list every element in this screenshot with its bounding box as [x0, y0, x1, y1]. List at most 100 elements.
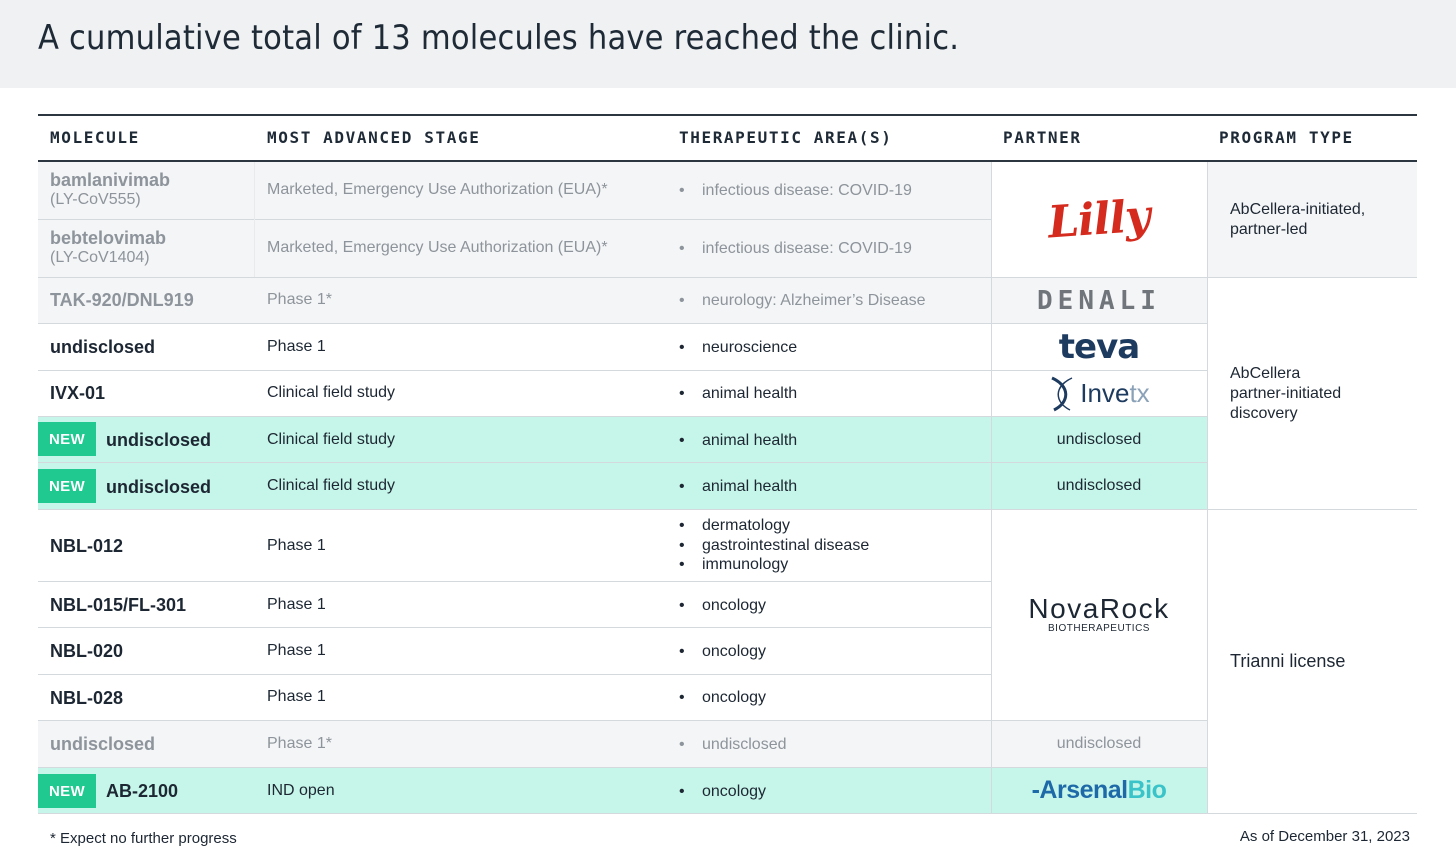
header-area: THERAPEUTIC AREA(S) [679, 128, 893, 147]
stage-text: Phase 1* [267, 735, 332, 752]
stage-text: Phase 1* [267, 291, 332, 308]
molecule-name: AB-2100 [106, 781, 179, 801]
as-of-date: As of December 31, 2023 [1239, 828, 1410, 845]
ptype-group1-bg [1207, 162, 1417, 277]
partner-novarock-bg [991, 510, 1207, 720]
arsenalbio-wordmark: -ArsenalBio [1031, 776, 1167, 804]
area-list: neuroscience [679, 338, 797, 358]
teva-logo: teva [1058, 327, 1140, 367]
area-item: oncology [679, 782, 766, 802]
row-divider [38, 581, 991, 582]
header-partner: PARTNER [1003, 128, 1082, 147]
invetx-logo: Invetx [991, 371, 1207, 416]
molecule-name: NBL-012 [50, 536, 124, 556]
area-list: animal health [679, 431, 797, 451]
row-divider [38, 416, 1207, 417]
program-type-group2: AbCellera partner-initiated discovery [1230, 365, 1342, 422]
novarock-logo: NovaRock BIOTHERAPEUTICS [1028, 593, 1170, 635]
lilly-logo: Lilly [1046, 190, 1152, 249]
stage-text: Clinical field study [267, 431, 396, 448]
area-list: infectious disease: COVID-19 [679, 239, 912, 259]
area-item: dermatology [679, 516, 869, 536]
stage-text: Phase 1 [267, 688, 326, 705]
molecule-name: TAK-920/DNL919 [50, 290, 194, 310]
stage-text: Marketed, Emergency Use Authorization (E… [267, 181, 608, 198]
footnote: * Expect no further progress [50, 830, 237, 847]
stage-text: Phase 1 [267, 642, 326, 659]
area-item: infectious disease: COVID-19 [679, 239, 912, 259]
stage-text: Marketed, Emergency Use Authorization (E… [267, 239, 608, 256]
header-program-type: PROGRAM TYPE [1219, 128, 1354, 147]
molecule-name: undisclosed [50, 337, 156, 357]
molecule-name: undisclosed [106, 477, 212, 497]
title-banner [0, 0, 1456, 88]
row-divider [38, 219, 991, 220]
molecule-name: undisclosed [106, 430, 212, 450]
area-item: neuroscience [679, 338, 797, 358]
molecule-name: bamlanivimab (LY-CoV555) [50, 170, 171, 208]
row-divider [38, 323, 1207, 324]
partner-arsenal-bg [991, 768, 1207, 813]
area-list: undisclosed [679, 735, 787, 755]
area-list: dermatology gastrointestinal disease imm… [679, 516, 869, 575]
partner-undisclosed: undisclosed [1056, 431, 1142, 448]
invetx-wordmark: Invetx [1080, 378, 1150, 408]
area-item: infectious disease: COVID-19 [679, 181, 912, 201]
program-type-group1: AbCellera-initiated, partner-led [1230, 201, 1366, 238]
header-stage: MOST ADVANCED STAGE [267, 128, 481, 147]
row-divider [38, 370, 1207, 371]
molecule-name: undisclosed [50, 734, 156, 754]
area-list: oncology [679, 642, 766, 662]
stage-text: Phase 1 [267, 537, 326, 554]
page-title: A cumulative total of 13 molecules have … [38, 18, 960, 58]
partner-denali-bg [991, 278, 1207, 323]
partner-lilly-bg [991, 162, 1207, 277]
new-badge: NEW [38, 422, 96, 456]
area-list: animal health [679, 477, 797, 497]
stage-text: Clinical field study [267, 477, 396, 494]
stage-text: IND open [267, 782, 335, 799]
row-divider [38, 674, 991, 675]
area-item: animal health [679, 431, 797, 451]
area-list: oncology [679, 688, 766, 708]
area-list: animal health [679, 384, 797, 404]
row-divider [38, 720, 1207, 721]
area-item: animal health [679, 384, 797, 404]
new-badge: NEW [38, 469, 96, 503]
area-item: neurology: Alzheimer’s Disease [679, 291, 926, 311]
program-type-group3: Trianni license [1230, 651, 1346, 671]
molecule-name: bebtelovimab (LY-CoV1404) [50, 228, 167, 266]
partner-undisclosed: undisclosed [1056, 735, 1142, 752]
new-badge: NEW [38, 774, 96, 808]
col-divider [254, 162, 255, 277]
invetx-helix-icon [1051, 376, 1073, 411]
row-divider [38, 277, 1417, 278]
stage-text: Phase 1 [267, 338, 326, 355]
row-divider [38, 462, 1207, 463]
header-molecule: MOLECULE [50, 128, 140, 147]
stage-text: Clinical field study [267, 384, 396, 401]
table-top-rule [38, 114, 1417, 116]
area-list: oncology [679, 782, 766, 802]
area-item: gastrointestinal disease [679, 536, 869, 556]
molecule-name: NBL-020 [50, 641, 124, 661]
table-header-rule [38, 160, 1417, 162]
area-item: oncology [679, 642, 766, 662]
col-divider-ptype [1207, 162, 1208, 813]
area-item: immunology [679, 555, 869, 575]
row-divider [38, 627, 991, 628]
area-list: infectious disease: COVID-19 [679, 181, 912, 201]
partner-undisclosed: undisclosed [1056, 477, 1142, 494]
area-item: animal health [679, 477, 797, 497]
denali-logo: DENALI [1037, 285, 1161, 316]
area-list: neurology: Alzheimer’s Disease [679, 291, 926, 311]
row-divider [38, 509, 1417, 510]
molecule-name: NBL-028 [50, 688, 124, 708]
table-bottom-line [38, 813, 1417, 814]
molecule-name: IVX-01 [50, 383, 106, 403]
area-item: oncology [679, 688, 766, 708]
area-list: oncology [679, 596, 766, 616]
molecule-name: NBL-015/FL-301 [50, 595, 187, 615]
stage-text: Phase 1 [267, 596, 326, 613]
area-item: undisclosed [679, 735, 787, 755]
